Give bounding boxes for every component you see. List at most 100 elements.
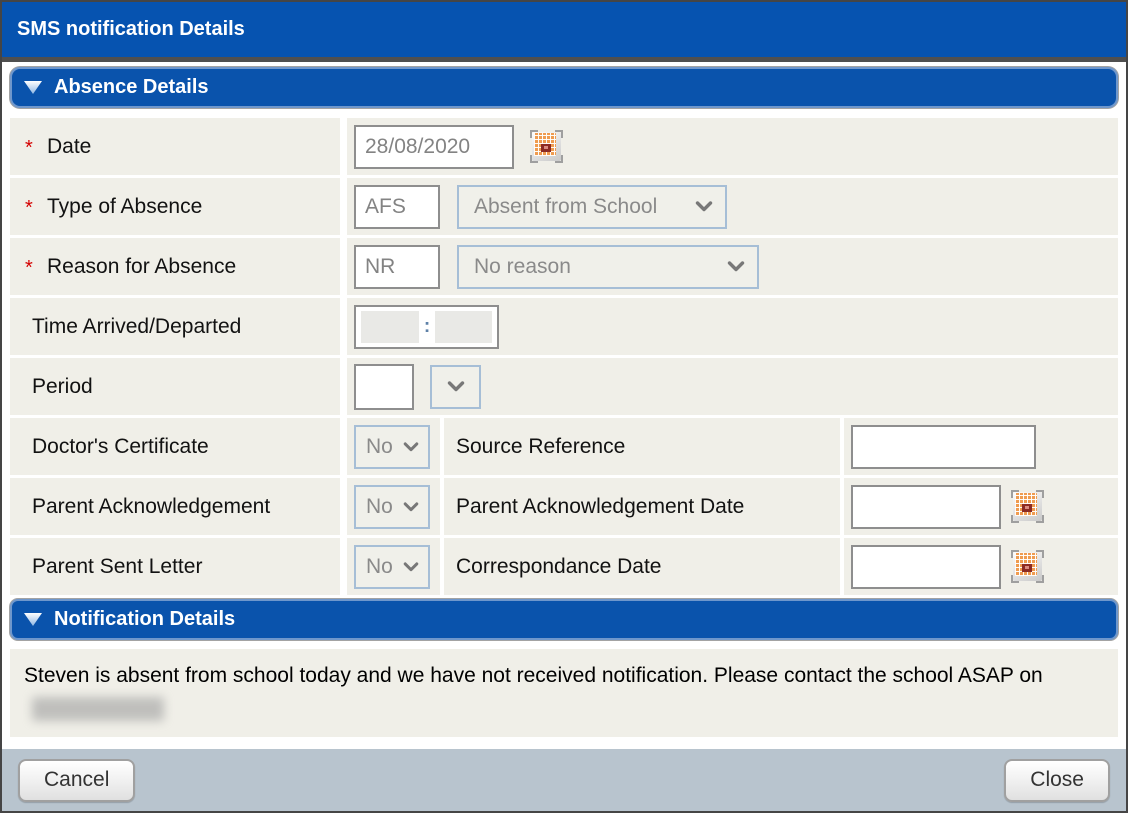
collapse-triangle-icon: [24, 81, 42, 94]
time-separator: :: [423, 315, 431, 337]
reason-for-absence-label: Reason for Absence: [47, 254, 237, 278]
period-label-cell: Period: [10, 358, 340, 415]
type-of-absence-selected-value: Absent from School: [474, 194, 658, 218]
type-of-absence-select[interactable]: Absent from School: [457, 184, 727, 229]
section-header-absence-details[interactable]: Absence Details: [10, 67, 1118, 108]
form-row-reason-for-absence: * Reason for Absence No reason: [10, 238, 1118, 295]
time-arrived-departed-label-cell: Time Arrived/Departed: [10, 298, 340, 355]
calendar-corner: [555, 155, 563, 163]
parent-acknowledgement-date-label-cell: Parent Acknowledgement Date: [444, 478, 840, 535]
form-row-parent-acknowledgement: Parent Acknowledgement No Parent Acknowl…: [10, 478, 1118, 535]
time-arrived-departed-label: Time Arrived/Departed: [32, 314, 242, 338]
correspondance-date-input[interactable]: [851, 544, 1001, 589]
parent-acknowledgement-date-input[interactable]: [851, 484, 1001, 529]
calendar-corner: [1036, 575, 1044, 583]
notification-message-text: Steven is absent from school today and w…: [24, 664, 1043, 687]
chevron-down-icon: [403, 501, 419, 511]
source-reference-input[interactable]: [851, 424, 1036, 469]
calendar-corner: [1011, 515, 1019, 523]
section-header-notification-details[interactable]: Notification Details: [10, 599, 1118, 640]
parent-acknowledgement-date-field-cell: [844, 478, 1118, 535]
form-row-period: Period: [10, 358, 1118, 415]
form-row-doctors-certificate: Doctor's Certificate No Source Reference: [10, 418, 1118, 475]
parent-acknowledgement-label: Parent Acknowledgement: [32, 494, 271, 518]
chevron-down-icon: [727, 261, 745, 272]
date-field-cell: [347, 118, 1118, 175]
dialog-title-bar: SMS notification Details: [2, 2, 1126, 62]
correspondance-date-label-cell: Correspondance Date: [444, 538, 840, 595]
required-marker: *: [25, 197, 33, 219]
dialog-title: SMS notification Details: [17, 18, 245, 40]
date-input[interactable]: [354, 124, 514, 169]
chevron-down-icon: [695, 201, 713, 212]
doctors-certificate-label-cell: Doctor's Certificate: [10, 418, 340, 475]
doctors-certificate-label: Doctor's Certificate: [32, 434, 209, 458]
source-reference-label: Source Reference: [456, 434, 626, 458]
correspondance-date-label: Correspondance Date: [456, 554, 662, 578]
calendar-corner: [555, 130, 563, 138]
dialog-footer: Cancel Close: [2, 749, 1126, 811]
time-input[interactable]: :: [354, 304, 499, 349]
parent-sent-letter-label: Parent Sent Letter: [32, 554, 203, 578]
source-reference-field-cell: [844, 418, 1118, 475]
calendar-date-mark: [541, 144, 551, 152]
notification-message: Steven is absent from school today and w…: [10, 649, 1118, 737]
calendar-icon[interactable]: [1011, 550, 1044, 583]
source-reference-label-cell: Source Reference: [444, 418, 840, 475]
required-marker: *: [25, 137, 33, 159]
calendar-corner: [1011, 550, 1019, 558]
reason-for-absence-selected-value: No reason: [474, 254, 571, 278]
parent-sent-letter-field-cell: No: [347, 538, 440, 595]
notification-details-title: Notification Details: [54, 608, 236, 630]
parent-acknowledgement-field-cell: No: [347, 478, 440, 535]
period-input[interactable]: [354, 363, 414, 410]
doctors-certificate-selected-value: No: [366, 434, 393, 458]
close-button[interactable]: Close: [1004, 758, 1110, 802]
period-field-cell: [347, 358, 1118, 415]
chevron-down-icon: [403, 561, 419, 571]
date-label: Date: [47, 134, 92, 158]
calendar-icon[interactable]: [1011, 490, 1044, 523]
form-row-date: * Date: [10, 118, 1118, 175]
chevron-down-icon: [447, 381, 464, 392]
calendar-icon[interactable]: [530, 130, 563, 163]
form-row-time-arrived-departed: Time Arrived/Departed :: [10, 298, 1118, 355]
collapse-triangle-icon: [24, 613, 42, 626]
reason-for-absence-code-input[interactable]: [354, 244, 440, 289]
date-label-cell: * Date: [10, 118, 340, 175]
chevron-down-icon: [403, 441, 419, 451]
calendar-corner: [1011, 490, 1019, 498]
type-of-absence-code-input[interactable]: [354, 184, 440, 229]
redacted-phone-number: [32, 697, 164, 721]
time-minute-segment: [435, 310, 492, 343]
type-of-absence-label: Type of Absence: [47, 194, 203, 218]
parent-sent-letter-label-cell: Parent Sent Letter: [10, 538, 340, 595]
reason-for-absence-select[interactable]: No reason: [457, 244, 759, 289]
calendar-date-mark: [1022, 504, 1032, 512]
time-hour-segment: [361, 310, 419, 343]
calendar-corner: [1036, 515, 1044, 523]
parent-sent-letter-select[interactable]: No: [354, 544, 430, 589]
calendar-corner: [1011, 575, 1019, 583]
reason-for-absence-field-cell: No reason: [347, 238, 1118, 295]
form-row-parent-sent-letter: Parent Sent Letter No Correspondance Dat…: [10, 538, 1118, 595]
parent-sent-letter-selected-value: No: [366, 554, 393, 578]
cancel-button[interactable]: Cancel: [18, 758, 136, 802]
absence-details-title: Absence Details: [54, 76, 209, 98]
form-row-type-of-absence: * Type of Absence Absent from School: [10, 178, 1118, 235]
reason-for-absence-label-cell: * Reason for Absence: [10, 238, 340, 295]
calendar-corner: [530, 155, 538, 163]
calendar-date-mark: [1022, 564, 1032, 572]
required-marker: *: [25, 257, 33, 279]
parent-acknowledgement-select[interactable]: No: [354, 484, 430, 529]
calendar-corner: [1036, 490, 1044, 498]
period-dropdown-button[interactable]: [430, 364, 481, 409]
period-label: Period: [32, 374, 93, 398]
dialog-content: Absence Details * Date: [2, 62, 1126, 745]
doctors-certificate-select[interactable]: No: [354, 424, 430, 469]
type-of-absence-label-cell: * Type of Absence: [10, 178, 340, 235]
parent-acknowledgement-label-cell: Parent Acknowledgement: [10, 478, 340, 535]
time-arrived-departed-field-cell: :: [347, 298, 1118, 355]
parent-acknowledgement-date-label: Parent Acknowledgement Date: [456, 494, 745, 518]
